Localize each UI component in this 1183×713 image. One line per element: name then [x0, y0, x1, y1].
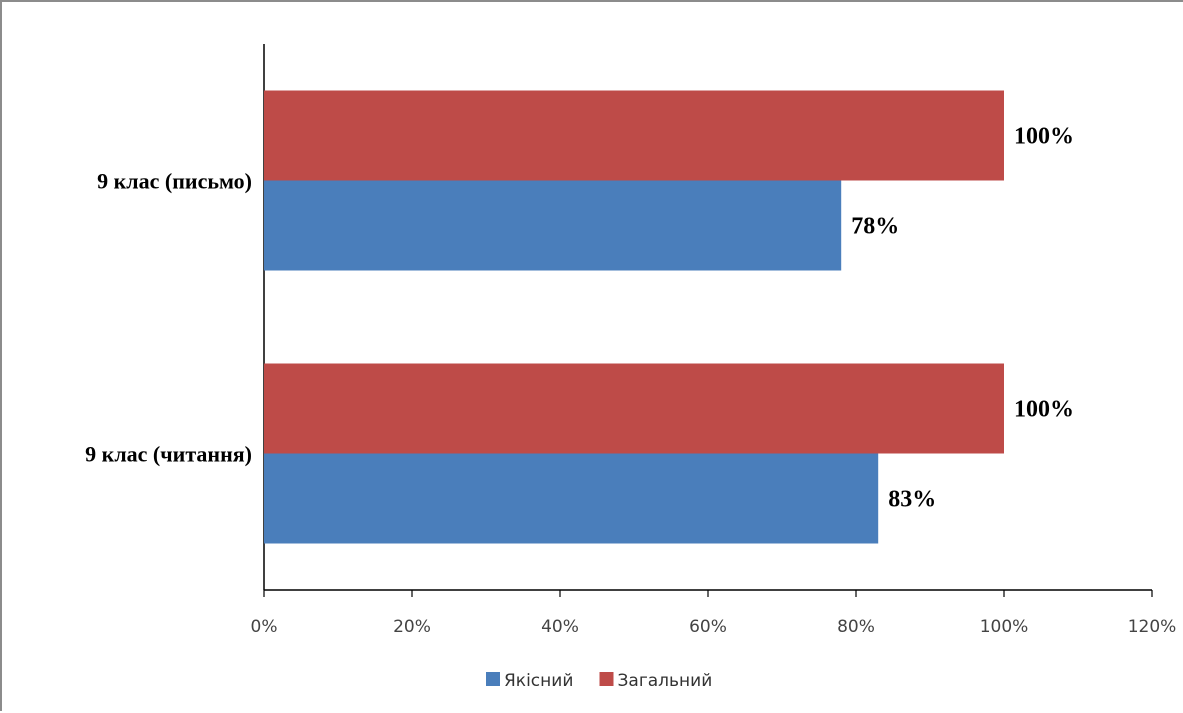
- x-tick-label: 120%: [1128, 617, 1177, 637]
- x-tick-label: 80%: [837, 617, 875, 637]
- x-tick-label: 20%: [393, 617, 431, 637]
- category-label: 9 клас (читання): [85, 442, 252, 467]
- bar-Загальний-0: [264, 363, 1004, 454]
- legend-swatch: [599, 672, 614, 686]
- data-label: 83%: [888, 487, 936, 513]
- x-tick-label: 100%: [980, 617, 1029, 637]
- bar-Якісний-0: [264, 453, 879, 544]
- x-tick-label: 0%: [251, 617, 278, 637]
- category-label: 9 клас (письмо): [97, 169, 252, 194]
- bar-Загальний-1: [264, 90, 1004, 181]
- data-label: 100%: [1014, 397, 1074, 423]
- bar-Якісний-1: [264, 180, 842, 271]
- legend-label: Якісний: [504, 671, 573, 691]
- data-label: 100%: [1014, 124, 1074, 150]
- x-tick-label: 40%: [541, 617, 579, 637]
- data-label: 78%: [851, 214, 899, 240]
- legend-label: Загальний: [618, 671, 713, 691]
- x-tick-label: 60%: [689, 617, 727, 637]
- legend-swatch: [486, 672, 500, 686]
